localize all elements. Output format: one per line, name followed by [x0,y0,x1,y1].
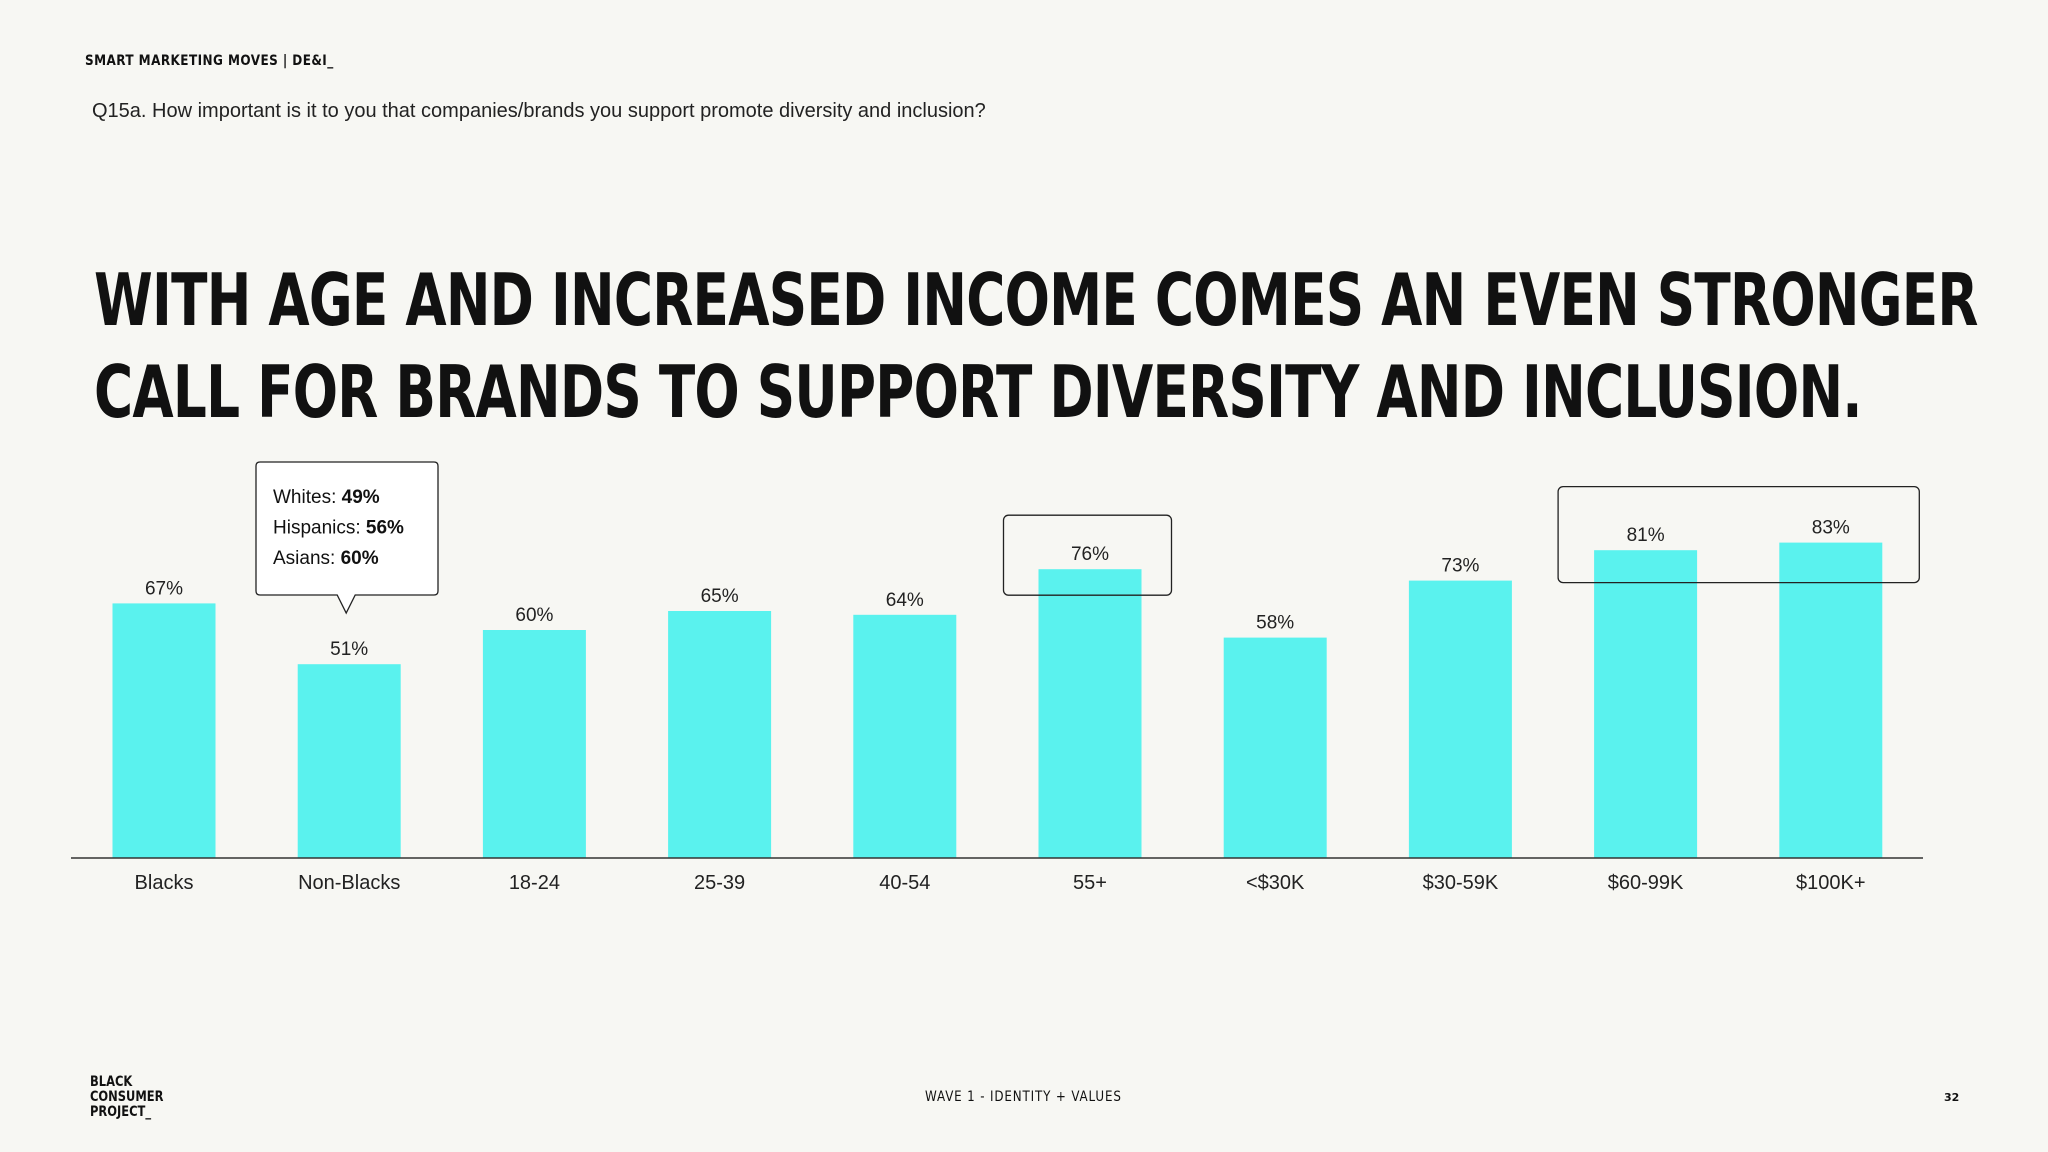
value-label: 83% [1812,518,1850,539]
section-kicker: SMART MARKETING MOVES | DE&I_ [85,53,334,69]
value-label: 64% [886,590,924,611]
category-label: 18-24 [509,872,560,894]
category-label: $60-99K [1608,872,1684,894]
value-label: 51% [330,639,368,660]
headline: WITH AGE AND INCREASED INCOME COMES AN E… [94,254,1978,438]
category-label: $30-59K [1423,872,1499,894]
bar [1223,637,1327,858]
value-label: 81% [1627,525,1665,546]
highlight-box [1557,485,1920,584]
highlight-box [1002,514,1173,596]
bar [1779,542,1883,858]
callout-box [255,461,439,615]
bar [1594,550,1698,858]
value-label: 76% [1071,544,1109,565]
logo-line-3: PROJECT_ [90,1104,152,1120]
headline-line-2: CALL FOR BRANDS TO SUPPORT DIVERSITY AND… [94,350,1863,434]
bar [112,603,216,858]
headline-line-1: WITH AGE AND INCREASED INCOME COMES AN E… [94,258,1978,342]
category-label: Blacks [135,872,194,894]
value-label: 67% [145,578,183,599]
bar [482,630,586,858]
callout-line: Hispanics: 56% [273,518,404,539]
category-label: <$30K [1246,872,1305,894]
page-number: 32 [1944,1091,1960,1104]
callout-line-value: 49% [342,487,380,508]
footer-wave-label: WAVE 1 - IDENTITY + VALUES [925,1089,1122,1105]
callout-line-label: Whites: [273,487,342,508]
bar [297,664,401,858]
category-label: 40-54 [879,872,930,894]
category-label: Non-Blacks [298,872,400,894]
value-label: 65% [701,586,739,607]
callout-line-label: Asians: [273,548,341,569]
callout-line: Asians: 60% [273,548,379,569]
brand-logo: BLACK CONSUMER PROJECT_ [90,1075,163,1120]
value-label: 60% [515,605,553,626]
callout-line-value: 56% [366,518,404,539]
value-label: 58% [1256,613,1294,634]
value-label: 73% [1441,556,1479,577]
logo-line-2: CONSUMER [90,1089,164,1105]
callout-line-label: Hispanics: [273,518,366,539]
category-label: 55+ [1073,872,1107,894]
bar [1408,580,1512,858]
logo-line-1: BLACK [90,1074,133,1090]
survey-question: Q15a. How important is it to you that co… [92,100,986,122]
callout-line: Whites: 49% [273,487,380,508]
bar [853,614,957,858]
bar [1038,569,1142,858]
category-label: 25-39 [694,872,745,894]
bar [668,611,772,858]
category-label: $100K+ [1796,872,1866,894]
callout-line-value: 60% [341,548,379,569]
